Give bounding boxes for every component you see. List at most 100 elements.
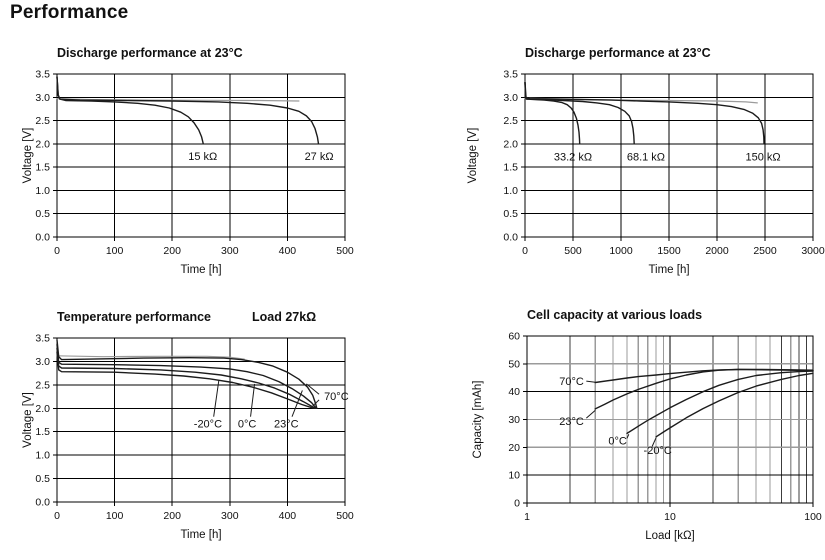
- x-tick-label: 500: [564, 245, 582, 257]
- y-axis-label: Voltage [V]: [22, 392, 34, 448]
- y-tick-label: 2.0: [35, 403, 50, 415]
- y-tick-label: 2.0: [503, 138, 518, 150]
- chart-title: Discharge performance at 23°C: [525, 46, 711, 60]
- chart-title-load: Load 27kΩ: [252, 310, 316, 324]
- annotation-leader-23degc: [291, 390, 303, 417]
- y-axis-label: Voltage [V]: [22, 128, 34, 184]
- curve-20degc: [56, 351, 316, 409]
- curve-27-kohm: [56, 76, 320, 145]
- y-tick-label: 0.5: [35, 473, 50, 485]
- y-tick-label: 10: [508, 470, 520, 482]
- x-tick-label: 2000: [705, 245, 729, 257]
- curve-150-kohm: [524, 81, 765, 145]
- annotation-label-70degc: 70°C: [559, 376, 584, 388]
- annotation-label-0degc: 0°C: [238, 419, 257, 431]
- annotation-label-150-kohm: 150 kΩ: [746, 151, 781, 163]
- chart-discharge-high-loads: 0 500 1000 1500 2000 2500 3000 0.0 0.5 1.0 1.5 2.0 2…: [467, 46, 825, 276]
- y-tick-label: 60: [508, 331, 520, 343]
- annotation-label-0degc: 0°C: [608, 435, 627, 447]
- chart-title: Cell capacity at various loads: [527, 308, 702, 322]
- y-tick-label: 3.5: [35, 69, 50, 81]
- x-tick-label: 10: [664, 511, 676, 523]
- annotation-label-20degc: -20°C: [644, 445, 672, 457]
- y-tick-label: 0.0: [503, 232, 518, 244]
- x-tick-label: 100: [106, 245, 124, 257]
- annotation-leader-70degc: [306, 383, 320, 395]
- y-tick-label: 3.0: [35, 92, 50, 104]
- y-tick-label: 0.0: [35, 232, 50, 244]
- y-tick-label: 2.5: [35, 115, 50, 127]
- x-tick-label: 500: [336, 510, 354, 522]
- chart-title: Discharge performance at 23°C: [57, 46, 243, 60]
- x-tick-label: 2500: [753, 245, 777, 257]
- y-tick-label: 3.0: [503, 92, 518, 104]
- y-tick-label: 1.5: [503, 162, 518, 174]
- y-tick-label: 20: [508, 442, 520, 454]
- reference-curve: [56, 98, 300, 102]
- curve-23degc: [56, 343, 317, 409]
- chart-discharge-low-loads: 0 100 200 300 400 500 0.0 0.5 1.0 1.5 2.0 2.5 3.0 3.5…: [22, 46, 354, 276]
- x-axis-label: Time [h]: [180, 529, 221, 541]
- reference-curve: [56, 355, 245, 360]
- x-tick-label: 400: [279, 245, 297, 257]
- y-tick-label: 3.5: [503, 69, 518, 81]
- y-tick-label: 30: [508, 414, 520, 426]
- annotation-label-23degc: 23°C: [274, 419, 299, 431]
- y-tick-label: 1.5: [35, 426, 50, 438]
- x-tick-label: 300: [221, 510, 239, 522]
- annotation-leader-70degc: [312, 399, 320, 407]
- curve-0degc: [626, 370, 814, 435]
- y-axis-label: Voltage [V]: [467, 128, 479, 184]
- curve-33-2-kohm: [524, 81, 581, 145]
- annotation-leader-20degc: [651, 437, 657, 447]
- plot-border: [56, 73, 346, 238]
- annotation-label-20degc: -20°C: [194, 419, 222, 431]
- y-tick-label: 3.0: [35, 356, 50, 368]
- x-tick-label: 3000: [801, 245, 825, 257]
- y-tick-label: 0: [514, 498, 520, 510]
- curve-70degc: [56, 339, 318, 409]
- x-tick-label: 1: [524, 511, 530, 523]
- annotation-leader-0degc: [626, 434, 630, 439]
- x-axis-label: Time [h]: [648, 264, 689, 276]
- plot-border: [56, 337, 346, 503]
- x-tick-label: 1000: [609, 245, 633, 257]
- x-tick-label: 1500: [657, 245, 681, 257]
- plot-border: [526, 335, 814, 504]
- annotation-label-68-1-kohm: 68.1 kΩ: [627, 151, 665, 163]
- x-tick-label: 300: [221, 245, 239, 257]
- annotation-leader-0degc: [250, 383, 256, 417]
- y-tick-label: 1.0: [35, 185, 50, 197]
- y-tick-label: 2.5: [503, 115, 518, 127]
- x-axis-label: Time [h]: [180, 264, 221, 276]
- chart-temperature-performance: 0 100 200 300 400 500 0.0 0.5 1.0 1.5 2.0 2.5 3.0 3.5…: [22, 310, 354, 541]
- curve-23degc: [594, 368, 814, 410]
- annotation-label-15-kohm: 15 kΩ: [188, 151, 217, 163]
- y-tick-label: 0.5: [503, 208, 518, 220]
- curve-20degc: [655, 372, 814, 438]
- y-tick-label: 1.0: [503, 185, 518, 197]
- y-tick-label: 50: [508, 358, 520, 370]
- x-tick-label: 0: [54, 510, 60, 522]
- x-tick-label: 0: [522, 245, 528, 257]
- y-tick-label: 40: [508, 386, 520, 398]
- y-tick-label: 0.5: [35, 208, 50, 220]
- x-tick-label: 100: [804, 511, 822, 523]
- curve-15-kohm: [56, 76, 204, 145]
- y-tick-label: 1.5: [35, 162, 50, 174]
- x-tick-label: 500: [336, 245, 354, 257]
- x-axis-label: Load [kΩ]: [645, 530, 695, 542]
- y-axis-label: Capacity [mAh]: [472, 381, 484, 459]
- annotation-leader-70degc: [586, 380, 596, 383]
- x-tick-label: 200: [163, 510, 181, 522]
- y-tick-label: 0.0: [35, 497, 50, 509]
- x-tick-label: 200: [163, 245, 181, 257]
- x-tick-label: 0: [54, 245, 60, 257]
- annotation-label-27-kohm: 27 kΩ: [305, 151, 334, 163]
- annotation-leader-23degc: [586, 409, 596, 419]
- x-tick-label: 100: [106, 510, 124, 522]
- chart-title: Temperature performance: [57, 310, 211, 324]
- page-title: Performance: [10, 2, 129, 23]
- y-tick-label: 1.0: [35, 450, 50, 462]
